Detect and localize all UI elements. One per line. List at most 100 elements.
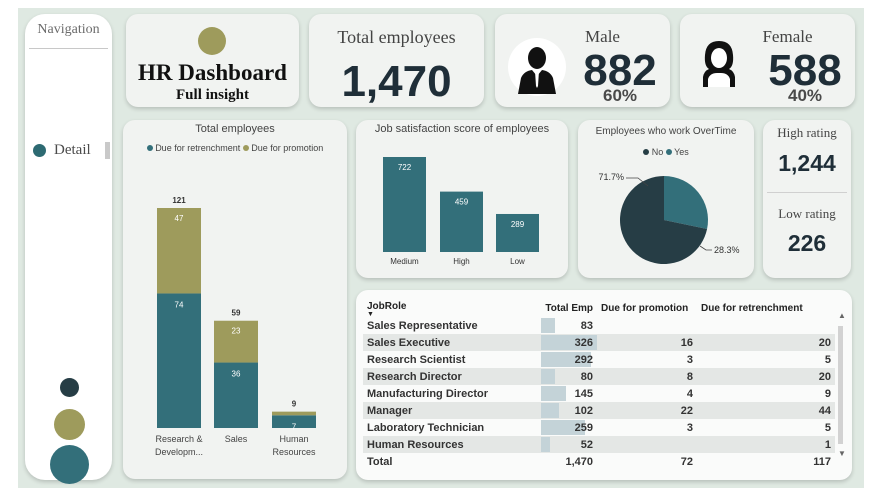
- table-row[interactable]: Sales Representative 83: [363, 317, 835, 334]
- promotion-cell: [597, 436, 697, 453]
- nav-detail-button[interactable]: Detail: [33, 142, 110, 159]
- leader-line: [626, 177, 649, 187]
- jobrole-cell: Manufacturing Director: [367, 387, 489, 400]
- table-total-row: Total 1,470 72 117: [363, 453, 835, 470]
- data-bar: [541, 420, 586, 435]
- bar: [383, 157, 426, 252]
- data-label: 289: [511, 220, 525, 229]
- total-emp-cell: 80: [541, 368, 597, 385]
- column-header[interactable]: Due for retrenchment: [701, 303, 803, 314]
- chart-title: Total employees: [195, 123, 275, 135]
- tick-label: Resources: [272, 447, 316, 457]
- header-card: HR Dashboard Full insight: [126, 14, 299, 107]
- total-label: 121: [172, 196, 186, 205]
- total-emp-cell: 326: [541, 334, 597, 351]
- bar: [440, 191, 483, 252]
- chart-title: Job satisfaction score of employees: [374, 123, 550, 135]
- chart-legend: No Yes: [578, 147, 754, 157]
- legend-label: Due for retrenchment: [155, 143, 241, 153]
- total-emp-cell: 292: [541, 351, 597, 368]
- column-header[interactable]: JobRole ▼: [367, 300, 407, 318]
- jobrole-cell: Research Scientist: [367, 353, 466, 366]
- retrenchment-cell: 5: [824, 353, 831, 366]
- navigation-title: Navigation: [37, 22, 100, 37]
- bar-segment-promotion: [157, 208, 201, 294]
- divider: [767, 192, 847, 193]
- scroll-down-icon[interactable]: ▼: [838, 449, 846, 458]
- table-row[interactable]: Manufacturing Director 145 4 9: [363, 385, 835, 402]
- tick-label: Research &: [155, 434, 202, 444]
- legend-dot: [643, 149, 650, 155]
- scroll-up-icon[interactable]: ▲: [838, 311, 846, 320]
- bar-segment-retrenchment: [272, 415, 316, 428]
- promotion-cell: 3: [686, 353, 693, 366]
- column-header[interactable]: Due for promotion: [601, 303, 689, 314]
- scroll-thumb[interactable]: [838, 326, 843, 444]
- promotion-cell: 8: [597, 368, 697, 385]
- total-emp-value: 102: [574, 404, 593, 417]
- table-row[interactable]: Manager 102 22 44: [363, 402, 835, 419]
- total-emp-value: 259: [574, 421, 593, 434]
- total-emp-cell: 52: [541, 436, 597, 453]
- job-satisfaction-bar-chart: 722 Medium 459 High 289 Low: [383, 157, 539, 266]
- legend-dot: [242, 145, 249, 151]
- promotion-cell: 22: [597, 402, 697, 419]
- page-subtitle: Full insight: [176, 87, 249, 103]
- tick-label: High: [453, 257, 469, 266]
- divider: [29, 48, 108, 49]
- jobrole-cell: Laboratory Technician: [367, 421, 485, 434]
- bar: [496, 213, 539, 252]
- pie-slice: [620, 176, 708, 264]
- total-employees-card: Total employees 1,470: [309, 14, 484, 107]
- retrenchment-cell: 9: [824, 387, 831, 400]
- table-row[interactable]: Laboratory Technician 259 3 5: [363, 419, 835, 436]
- female-value: 588: [768, 46, 842, 95]
- total-label: Total: [367, 455, 393, 468]
- total-emp-value: 145: [574, 387, 593, 400]
- table-row[interactable]: Human Resources 52 1: [363, 436, 835, 453]
- data-label: 74: [175, 300, 184, 309]
- promotion-cell: 4: [686, 387, 693, 400]
- promotion-cell: [597, 317, 697, 334]
- bullet-icon: [33, 144, 46, 157]
- bar-segment-retrenchment: [157, 293, 201, 428]
- jobrole-table: JobRole ▼ Total Emp Due for promotion Due…: [363, 300, 835, 470]
- data-bar: [541, 352, 592, 367]
- tick-label: Developm...: [155, 447, 203, 457]
- retrenchment-cell: 44: [697, 402, 835, 419]
- data-label: 28.3%: [714, 245, 740, 255]
- data-label: 722: [398, 163, 412, 172]
- promotion-cell: 3: [686, 421, 693, 434]
- table-row[interactable]: Research Director 80 8 20: [363, 368, 835, 385]
- male-label: Male: [585, 27, 620, 46]
- total-emp-cell: 83: [541, 317, 597, 334]
- column-header[interactable]: Total Emp: [545, 303, 593, 314]
- scrollbar[interactable]: ▲ ▼: [838, 311, 846, 460]
- data-label: 47: [175, 214, 184, 223]
- tick-label: Low: [510, 257, 525, 266]
- overtime-pie-chart: 71.7% 28.3%: [598, 172, 740, 264]
- dark-circle-icon: [60, 378, 79, 397]
- dashboard-canvas: Navigation Detail HR Dashboard Full insi…: [18, 8, 864, 488]
- teal-circle-icon: [50, 445, 89, 484]
- data-label: 71.7%: [598, 172, 624, 182]
- total-label: 59: [232, 309, 241, 318]
- table-row[interactable]: Research Scientist 292 3 5: [363, 351, 835, 368]
- data-bar: [541, 335, 597, 350]
- legend-dot: [146, 145, 153, 151]
- chart-legend: Due for retrenchment Due for promotion: [123, 143, 347, 153]
- high-rating-label: High rating: [777, 125, 837, 140]
- leader-line: [699, 245, 712, 251]
- legend-label: Yes: [674, 147, 689, 157]
- retrenchment-cell: 5: [824, 421, 831, 434]
- low-rating-label: Low rating: [778, 206, 836, 221]
- tick-label: Sales: [225, 434, 248, 444]
- data-label: 23: [232, 327, 241, 336]
- retrenchment-cell: [697, 317, 835, 334]
- total-emp-cell: 145: [541, 385, 597, 402]
- legend-dot: [665, 149, 672, 155]
- logo-circle: [198, 27, 226, 55]
- bar-segment-promotion: [214, 320, 258, 363]
- high-rating-value: 1,244: [778, 150, 836, 176]
- table-row[interactable]: Sales Executive 326 16 20: [363, 334, 835, 351]
